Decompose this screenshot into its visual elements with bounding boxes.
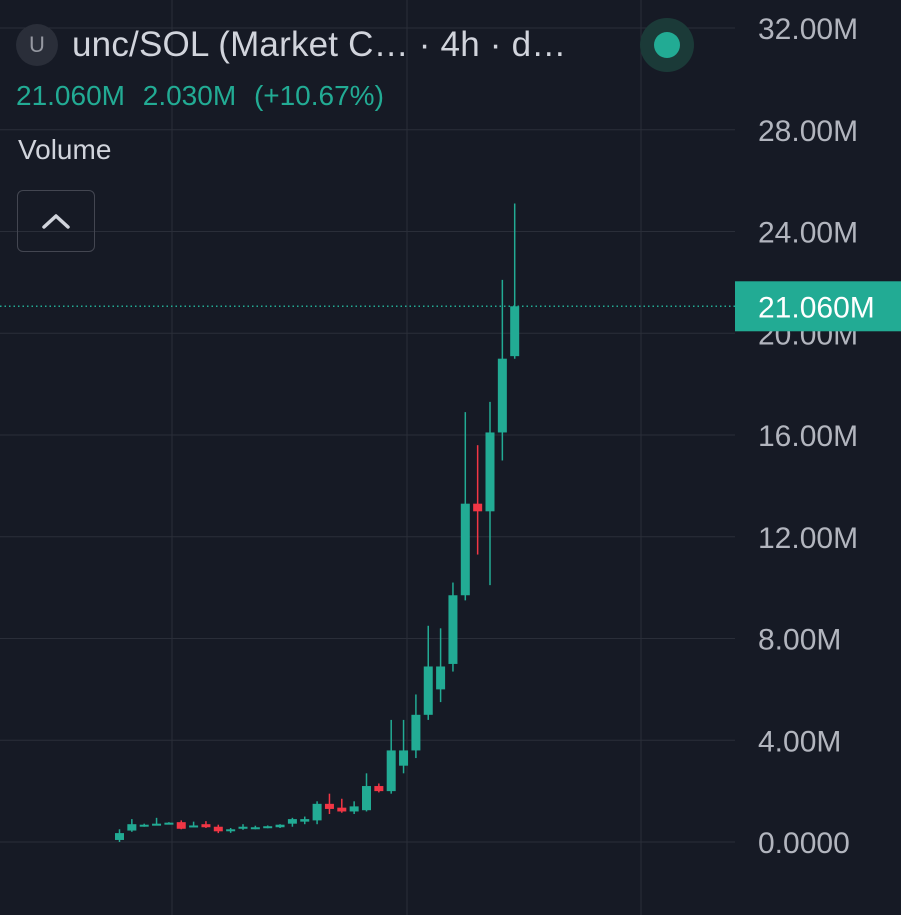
candle	[300, 816, 310, 825]
candle	[127, 819, 137, 832]
candles	[115, 203, 520, 842]
candle-body	[485, 432, 495, 512]
y-tick-label: 28.00M	[758, 115, 858, 148]
title-row: U unc/SOL (Market C… · 4h · d…	[16, 18, 736, 72]
candle-body	[460, 503, 470, 596]
candle-body	[115, 833, 124, 840]
candle-body	[362, 786, 371, 811]
legend-change-pct: (+10.67%)	[253, 80, 384, 111]
candle	[324, 793, 334, 815]
candle	[374, 783, 384, 793]
legend-values: 21.060M 2.030M (+10.67%)	[16, 80, 736, 112]
candle-body	[497, 358, 507, 433]
chart-header: U unc/SOL (Market C… · 4h · d… 21.060M 2…	[16, 18, 736, 112]
legend-change: 2.030M	[142, 80, 237, 111]
candle-body	[423, 666, 433, 715]
candle-body	[263, 826, 273, 829]
candle-body	[473, 503, 483, 512]
candle	[510, 203, 520, 359]
candle-body	[201, 824, 211, 828]
candle-body	[189, 825, 199, 828]
candle	[386, 719, 396, 794]
candle	[497, 279, 507, 461]
candle	[473, 445, 483, 555]
y-tick-label: 4.00M	[758, 725, 841, 758]
candle	[176, 820, 186, 830]
candle	[460, 412, 470, 601]
candle-body	[139, 824, 149, 827]
y-tick-label: 0.0000	[758, 827, 850, 860]
candle	[337, 798, 347, 813]
candle	[448, 582, 458, 672]
candle	[164, 822, 174, 825]
legend-last-value: 21.060M	[16, 80, 125, 111]
candle-body	[238, 826, 248, 829]
candle-body	[164, 822, 174, 825]
candle	[312, 801, 322, 825]
candle-body	[349, 806, 359, 812]
candle-body	[213, 826, 223, 832]
candle-body	[324, 803, 334, 809]
y-tick-label: 8.00M	[758, 624, 841, 657]
candle-body	[300, 819, 310, 822]
y-axis: 32.00M28.00M24.00M20.00M16.00M12.00M8.00…	[758, 13, 858, 860]
candle	[485, 401, 495, 586]
horizontal-grid	[0, 27, 735, 843]
candle-body	[448, 595, 458, 664]
collapse-legend-button[interactable]	[17, 190, 95, 252]
vertical-grid	[171, 0, 642, 915]
symbol-icon: U	[16, 24, 58, 66]
green-dot-icon	[654, 32, 680, 58]
candle	[139, 823, 149, 827]
candle	[263, 825, 273, 829]
chevron-up-icon	[42, 214, 70, 229]
y-tick-label: 24.00M	[758, 217, 858, 250]
candle	[399, 719, 409, 774]
candle-body	[374, 786, 384, 792]
candle	[349, 801, 359, 815]
symbol-title[interactable]: unc/SOL (Market C… · 4h · d…	[72, 25, 567, 64]
candle	[226, 828, 236, 833]
candle-body	[312, 803, 322, 821]
candle	[275, 824, 285, 829]
candle	[250, 825, 260, 830]
candle	[411, 694, 421, 759]
candle	[287, 817, 297, 827]
candle-body	[250, 827, 260, 830]
candle-body	[127, 824, 137, 831]
y-tick-label: 12.00M	[758, 522, 858, 555]
candle-body	[399, 750, 409, 766]
candle-body	[510, 306, 520, 357]
candle	[423, 625, 433, 720]
last-price-tag: 21.060M	[735, 281, 901, 332]
last-price-tag-bg	[735, 281, 901, 332]
candle	[238, 824, 248, 830]
last-price-tag-label: 21.060M	[758, 291, 875, 324]
volume-label[interactable]: Volume	[18, 134, 112, 165]
candle	[115, 829, 124, 842]
y-tick-label: 32.00M	[758, 13, 858, 46]
candle-body	[275, 824, 285, 828]
candle	[152, 817, 162, 826]
candle	[189, 821, 199, 828]
candle-body	[436, 666, 446, 690]
market-status-indicator[interactable]	[640, 18, 694, 72]
candle	[213, 824, 223, 834]
candle	[436, 628, 446, 703]
candle	[201, 821, 211, 829]
candle-body	[337, 807, 347, 812]
candle-body	[152, 823, 162, 826]
candle	[362, 773, 371, 812]
candle-body	[176, 822, 186, 829]
candle-body	[287, 819, 297, 824]
candle-body	[386, 750, 396, 792]
candle-body	[411, 714, 421, 751]
y-tick-label: 16.00M	[758, 420, 858, 453]
candle-body	[226, 829, 236, 832]
